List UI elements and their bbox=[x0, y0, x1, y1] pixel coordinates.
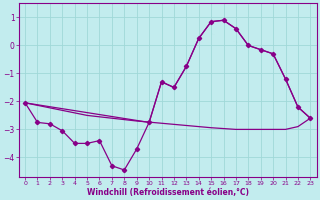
X-axis label: Windchill (Refroidissement éolien,°C): Windchill (Refroidissement éolien,°C) bbox=[87, 188, 249, 197]
